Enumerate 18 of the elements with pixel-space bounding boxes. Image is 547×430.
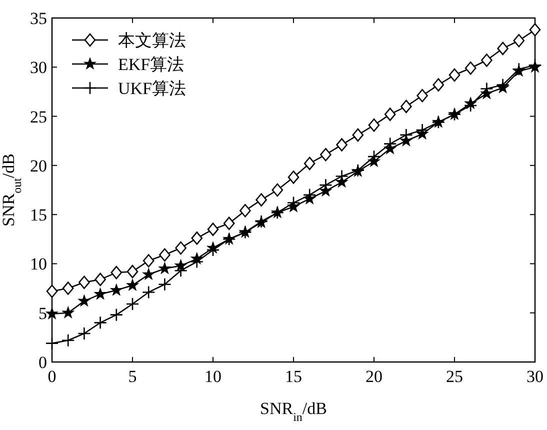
y-tick-label: 10 — [30, 254, 47, 274]
y-tick-label: 20 — [30, 156, 47, 176]
x-tick-label: 20 — [366, 367, 382, 386]
legend-label: EKF算法 — [118, 55, 184, 74]
y-tick-label: 30 — [30, 58, 47, 78]
x-axis-title: SNR$_{in}$/dB — [260, 399, 327, 424]
y-tick-label: 35 — [30, 9, 47, 28]
x-tick-label: 5 — [128, 367, 137, 386]
x-tick-label: 30 — [526, 367, 544, 386]
x-tick-label: 15 — [285, 367, 302, 386]
y-tick-label: 5 — [38, 304, 47, 323]
legend-label: 本文算法 — [118, 31, 186, 50]
legend-label: UKF算法 — [118, 79, 186, 98]
y-tick-label: 25 — [30, 107, 47, 126]
y-tick-label: 0 — [38, 353, 47, 372]
x-tick-label: 25 — [446, 367, 463, 386]
x-tick-label: 10 — [204, 367, 222, 386]
y-tick-label: 15 — [30, 206, 47, 225]
